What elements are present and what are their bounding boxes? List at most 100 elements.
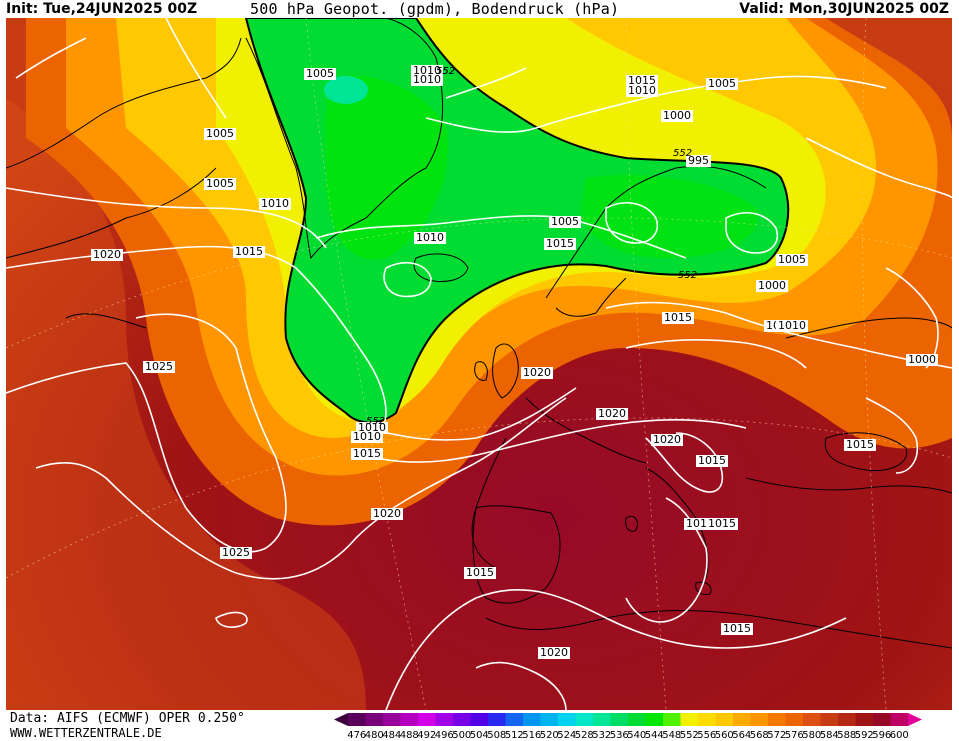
scale-swatch (435, 713, 453, 726)
contour-label-552: 552 (436, 66, 456, 77)
scale-tick-label: 592 (855, 730, 874, 741)
scale-swatch (715, 713, 733, 726)
isobar-label: 1020 (91, 248, 123, 261)
scale-tick-label: 600 (890, 730, 909, 741)
scale-swatch (593, 713, 611, 726)
isobar-label: 1015 (844, 438, 876, 451)
scale-swatch (768, 713, 786, 726)
scale-swatch (750, 713, 768, 726)
scale-swatch (838, 713, 856, 726)
isobar-label: 1010 (626, 84, 658, 97)
scale-swatch (890, 713, 908, 726)
scale-swatch (820, 713, 838, 726)
isobar-label: 1005 (204, 177, 236, 190)
scale-tick-label: 516 (522, 730, 541, 741)
scale-tick-label: 480 (365, 730, 384, 741)
scale-tick-label: 580 (802, 730, 821, 741)
scale-swatch (348, 713, 366, 726)
scale-arrow-left (334, 713, 348, 726)
scale-tick-label: 520 (540, 730, 559, 741)
contour-label-552: 552 (436, 66, 456, 77)
contour-label-552: 552 (678, 270, 698, 281)
scale-swatch (733, 713, 751, 726)
scale-swatch (400, 713, 418, 726)
scale-swatch (540, 713, 558, 726)
isobar-label: 995 (686, 154, 711, 167)
scale-swatch (383, 713, 401, 726)
scale-tick-label: 536 (610, 730, 629, 741)
website-label: WWW.WETTERZENTRALE.DE (10, 726, 162, 740)
scale-swatch (663, 713, 681, 726)
scale-swatch (680, 713, 698, 726)
isobar-label: 1005 (706, 77, 738, 90)
scale-swatch (505, 713, 523, 726)
isobar-label: 1010 (351, 430, 383, 443)
scale-tick-label: 584 (820, 730, 839, 741)
color-scale: 4764804844884924965005045085125165205245… (334, 713, 922, 741)
weather-map: 1005 1010 1010 1015 1010 1005 1000 995 1005 1005 1… (6, 18, 952, 710)
trough-core (325, 75, 448, 260)
isobar-label: 1020 (596, 407, 628, 420)
isobar-label: 1015 (696, 454, 728, 467)
isobar-label: 1005 (549, 215, 581, 228)
scale-swatch (855, 713, 873, 726)
isobar-label: 1005 (776, 253, 808, 266)
scale-swatch (698, 713, 716, 726)
isobar-label: 1010 (414, 231, 446, 244)
scale-tick-label: 492 (417, 730, 436, 741)
valid-time-label: Valid: Mon,30JUN2025 00Z (739, 1, 949, 17)
scale-tick-label: 572 (767, 730, 786, 741)
scale-tick-label: 556 (697, 730, 716, 741)
scale-tick-label: 588 (837, 730, 856, 741)
scale-tick-label: 496 (435, 730, 454, 741)
isobar-label: 1020 (521, 366, 553, 379)
trough-core-2 (581, 174, 758, 258)
scale-tick-label: 528 (575, 730, 594, 741)
scale-tick-label: 560 (715, 730, 734, 741)
map-svg (6, 18, 952, 710)
scale-tick-label: 544 (645, 730, 664, 741)
scale-swatch (575, 713, 593, 726)
isobar-label: 1020 (371, 507, 403, 520)
isobar-label: 1000 (756, 279, 788, 292)
scale-swatch (470, 713, 488, 726)
isobar-label: 1015 (464, 566, 496, 579)
scale-tick-label: 524 (557, 730, 576, 741)
scale-tick-label: 596 (872, 730, 891, 741)
scale-tick-label: 484 (382, 730, 401, 741)
isobar-label: 1015 (233, 245, 265, 258)
isobar-label: 1025 (143, 360, 175, 373)
scale-tick-label: 540 (627, 730, 646, 741)
scale-swatch (488, 713, 506, 726)
contour-label-552: 552 (366, 416, 386, 427)
scale-tick-label: 568 (750, 730, 769, 741)
scale-swatch (873, 713, 891, 726)
scale-swatch (365, 713, 383, 726)
isobar-label: 1000 (661, 109, 693, 122)
isobar-label: 1005 (304, 67, 336, 80)
chart-title: 500 hPa Geopot. (gpdm), Bodendruck (hPa) (250, 0, 620, 18)
cold-spot-greenland (324, 76, 368, 104)
isobar-label: 1010 (259, 197, 291, 210)
scale-arrow-right (908, 713, 922, 726)
scale-swatch (645, 713, 663, 726)
isobar-label: 1010 (776, 319, 808, 332)
isobar-label: 1025 (220, 546, 252, 559)
data-source-label: Data: AIFS (ECMWF) OPER 0.250° (10, 711, 245, 726)
scale-swatch (785, 713, 803, 726)
isobar-label: 1005 (204, 127, 236, 140)
scale-swatch (628, 713, 646, 726)
scale-tick-label: 512 (505, 730, 524, 741)
scale-tick-label: 500 (452, 730, 471, 741)
scale-swatch (610, 713, 628, 726)
scale-swatch (803, 713, 821, 726)
isobar-label: 1015 (626, 74, 658, 87)
scale-swatch (558, 713, 576, 726)
contour-label-552: 552 (673, 148, 693, 159)
isobar-label: 1000 (906, 353, 938, 366)
isobar-label: 1015 (706, 517, 738, 530)
scale-tick-label: 548 (662, 730, 681, 741)
scale-tick-label: 576 (785, 730, 804, 741)
scale-tick-label: 504 (470, 730, 489, 741)
scale-swatch (453, 713, 471, 726)
